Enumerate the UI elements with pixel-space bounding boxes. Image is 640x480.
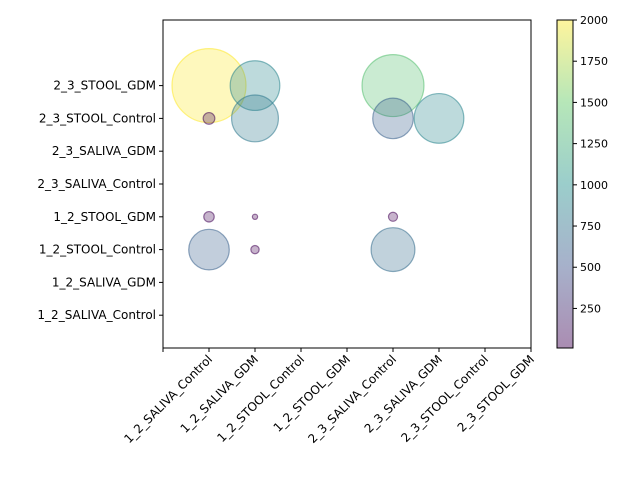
bubble-layer — [171, 47, 465, 273]
colorbar-tick-label: 1750 — [580, 55, 608, 68]
x-tick-label: 1_2_STOOL_Control — [214, 352, 307, 445]
colorbar-tick-label: 2000 — [580, 14, 608, 27]
colorbar-tick-label: 500 — [580, 261, 601, 274]
colorbar-frame — [556, 19, 574, 349]
colorbar-tick-label: 1500 — [580, 96, 608, 109]
colorbar: 250 500 750 1000 1250 1500 1750 2000 — [556, 14, 608, 349]
bubble-point-3 — [202, 111, 216, 125]
colorbar-ticks: 250 500 750 1000 1250 1500 1750 2000 — [573, 14, 608, 315]
y-tick-label: 2_3_SALIVA_GDM — [52, 144, 156, 158]
bubble-point-4 — [230, 94, 280, 143]
y-tick-label: 1_2_STOOL_Control — [39, 243, 156, 257]
colorbar-gradient — [557, 20, 573, 348]
bubble-point-10 — [188, 228, 230, 271]
x-tick-label: 1_2_SALIVA_GDM — [178, 352, 262, 436]
bubble-point-7 — [203, 210, 215, 223]
plot-area — [163, 20, 531, 348]
y-tick-label: 1_2_STOOL_GDM — [53, 210, 156, 224]
bubble-point-2 — [361, 54, 425, 118]
y-tick-label: 2_3_STOOL_Control — [39, 111, 156, 125]
colorbar-tick-label: 750 — [580, 220, 601, 233]
y-tick-label: 1_2_SALIVA_GDM — [52, 275, 156, 289]
y-tick-label: 2_3_SALIVA_Control — [37, 177, 156, 191]
x-tick-label: 2_3_SALIVA_GDM — [362, 352, 446, 436]
y-axis: 1_2_SALIVA_Control 1_2_SALIVA_GDM 1_2_STOO… — [37, 79, 163, 322]
x-tick-label: 2_3_STOOL_Control — [398, 352, 491, 445]
y-tick-label: 2_3_STOOL_GDM — [53, 79, 156, 93]
colorbar-tick-label: 1000 — [580, 179, 608, 192]
bubble-point-11 — [250, 244, 260, 255]
colorbar-tick-label: 1250 — [580, 138, 608, 151]
x-tick-label: 1_2_STOOL_GDM — [271, 352, 354, 435]
colorbar-tick-label: 250 — [580, 302, 601, 315]
bubble-point-6 — [413, 92, 465, 144]
y-tick-label: 1_2_SALIVA_Control — [37, 308, 156, 322]
bubble-point-5 — [372, 97, 414, 140]
x-tick-label: 2_3_STOOL_GDM — [455, 352, 538, 435]
bubble-point-9 — [387, 211, 399, 222]
x-axis: 1_2_SALIVA_Control1_2_SALIVA_GDM1_2_STOO… — [121, 348, 537, 446]
x-tick-label: 1_2_SALIVA_Control — [121, 352, 215, 446]
x-tick-label: 2_3_SALIVA_Control — [305, 352, 399, 446]
bubble-point-12 — [370, 227, 416, 273]
bubble-point-0 — [171, 47, 247, 124]
bubble-point-8 — [251, 213, 259, 221]
